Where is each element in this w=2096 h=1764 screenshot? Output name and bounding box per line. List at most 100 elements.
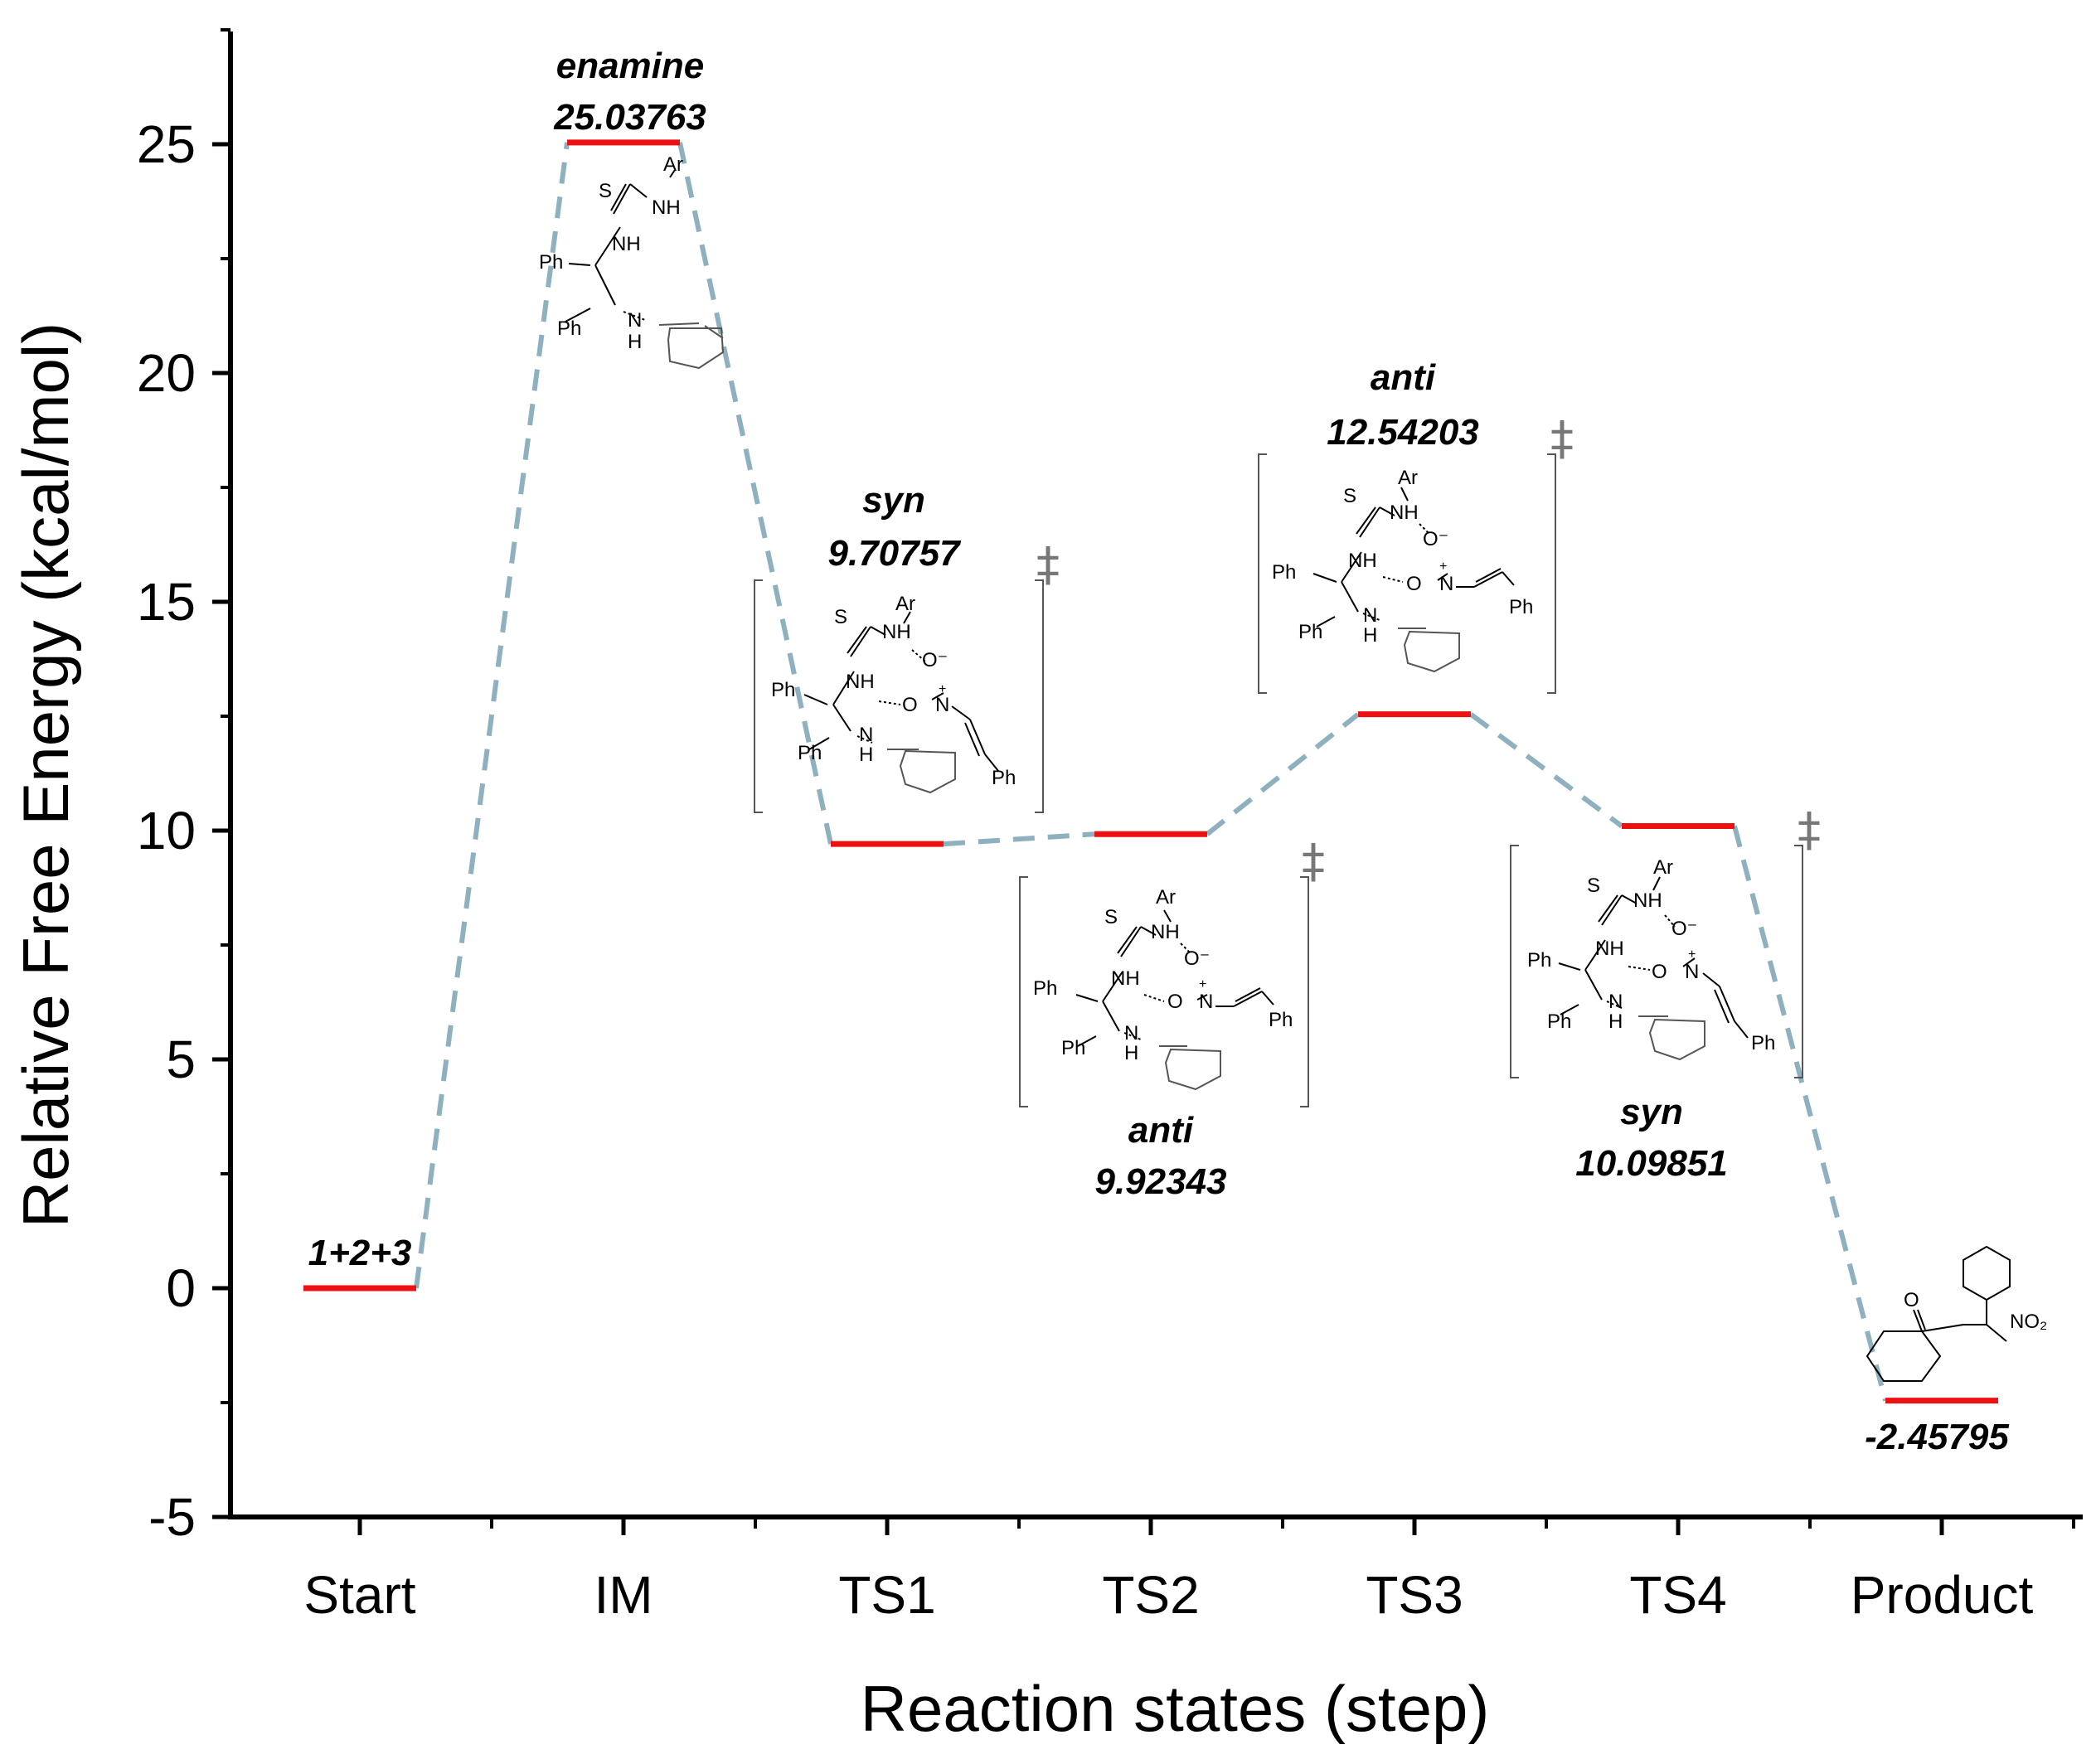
structure-im-labels: Ar NH S NH Ph Ph N H bbox=[539, 153, 683, 353]
svg-text:+: + bbox=[1688, 947, 1696, 962]
svg-text:S: S bbox=[599, 180, 612, 202]
structure-ts3-anti bbox=[1258, 453, 1556, 694]
svg-text:NH: NH bbox=[612, 233, 641, 255]
svg-text:O: O bbox=[1406, 573, 1422, 595]
svg-text:NH: NH bbox=[1348, 550, 1377, 572]
svg-text:H: H bbox=[859, 744, 873, 766]
annotation-ts1-value: 9.70757 bbox=[827, 533, 962, 574]
y-tick-label: 0 bbox=[166, 1258, 196, 1318]
connector-ts3-ts4 bbox=[1469, 712, 1623, 828]
svg-text:Ph: Ph bbox=[1272, 561, 1296, 584]
svg-text:Ph: Ph bbox=[1751, 1032, 1775, 1054]
svg-text:Ar: Ar bbox=[1398, 467, 1418, 489]
structure-ts1-syn bbox=[754, 579, 1044, 813]
x-tick-label-start: Start bbox=[303, 1565, 415, 1625]
svg-text:Ar: Ar bbox=[1653, 856, 1673, 879]
y-ticks: -5 0 5 10 15 20 25 bbox=[137, 28, 230, 1547]
svg-text:O⁻: O⁻ bbox=[1184, 947, 1210, 970]
connector-ts2-ts3 bbox=[1206, 712, 1360, 836]
structure-ts4-syn bbox=[1510, 845, 1803, 1078]
connector-ts4-product bbox=[1732, 825, 1888, 1402]
x-ticks: Start IM TS1 TS2 TS3 TS4 Product bbox=[303, 1517, 2075, 1625]
structure-im-enamine bbox=[565, 169, 725, 370]
annotation-ts2-label: anti bbox=[1128, 1110, 1194, 1151]
svg-text:+: + bbox=[939, 682, 946, 696]
svg-text:Ph: Ph bbox=[798, 742, 822, 764]
svg-text:NH: NH bbox=[882, 621, 911, 643]
annotation-im-label: enamine bbox=[556, 46, 705, 86]
annotation-ts4-label: syn bbox=[1620, 1092, 1683, 1132]
svg-text:N: N bbox=[1608, 991, 1623, 1013]
svg-text:Ph: Ph bbox=[771, 679, 795, 701]
svg-text:NH: NH bbox=[1633, 889, 1662, 912]
annotation-ts4-value: 10.09851 bbox=[1575, 1143, 1728, 1184]
svg-text:O⁻: O⁻ bbox=[1423, 528, 1448, 550]
annotation-ts1-label: syn bbox=[862, 480, 925, 521]
x-tick-label-ts2: TS2 bbox=[1102, 1565, 1199, 1625]
y-tick-label: 20 bbox=[137, 343, 196, 403]
x-tick-label-im: IM bbox=[594, 1565, 653, 1625]
svg-text:O: O bbox=[1904, 1289, 1919, 1311]
svg-text:NH: NH bbox=[652, 196, 681, 219]
svg-text:N: N bbox=[859, 724, 873, 746]
svg-text:N: N bbox=[1199, 991, 1213, 1013]
connector-start-im bbox=[414, 142, 570, 1289]
annotation-ts3-value: 12.54203 bbox=[1327, 412, 1479, 453]
structure-product-labels: O NO₂ bbox=[1904, 1289, 2047, 1333]
connector-lines bbox=[414, 142, 1888, 1402]
svg-text:H: H bbox=[1124, 1042, 1138, 1064]
svg-text:S: S bbox=[1343, 485, 1356, 507]
svg-text:Ph: Ph bbox=[1269, 1009, 1293, 1031]
x-tick-label-ts1: TS1 bbox=[838, 1565, 935, 1625]
svg-text:Ph: Ph bbox=[1547, 1010, 1571, 1033]
svg-text:NH: NH bbox=[846, 671, 875, 693]
svg-text:H: H bbox=[1363, 624, 1377, 647]
svg-text:N: N bbox=[935, 694, 949, 716]
structure-ts3-labels: Ar NH S NH Ph Ph N H O⁻ O N + Ph ‡ bbox=[1272, 412, 1574, 647]
y-tick-label: 5 bbox=[166, 1030, 196, 1089]
annotation-im-value: 25.03763 bbox=[553, 97, 706, 138]
x-tick-label-ts3: TS3 bbox=[1366, 1565, 1463, 1625]
ts2-dagger: ‡ bbox=[1302, 835, 1325, 889]
structure-ts1-labels: Ar NH S NH Ph Ph N H O⁻ O N + Ph ‡ bbox=[771, 538, 1060, 789]
annotation-product-value: -2.45795 bbox=[1865, 1417, 2009, 1457]
svg-text:H: H bbox=[628, 331, 642, 353]
svg-text:O: O bbox=[1652, 961, 1667, 983]
x-axis-label: Reaction states (step) bbox=[861, 1672, 1490, 1745]
connector-im-ts1 bbox=[677, 142, 833, 845]
x-tick-label-product: Product bbox=[1851, 1565, 2034, 1625]
svg-text:Ar: Ar bbox=[663, 153, 683, 176]
y-tick-label: 10 bbox=[137, 801, 196, 860]
svg-text:O⁻: O⁻ bbox=[922, 649, 948, 671]
svg-text:N: N bbox=[1124, 1022, 1138, 1044]
svg-text:N: N bbox=[1439, 573, 1453, 595]
structure-ts2-anti bbox=[1019, 876, 1309, 1107]
svg-text:+: + bbox=[1439, 560, 1447, 574]
annotation-ts3-label: anti bbox=[1371, 357, 1436, 398]
svg-text:Ph: Ph bbox=[539, 251, 563, 274]
svg-text:Ar: Ar bbox=[1156, 886, 1176, 909]
svg-text:Ph: Ph bbox=[1527, 949, 1551, 972]
structure-product bbox=[1866, 1245, 2011, 1382]
svg-text:N: N bbox=[628, 309, 642, 332]
y-tick-label: 15 bbox=[137, 572, 196, 632]
svg-text:NO₂: NO₂ bbox=[2010, 1311, 2047, 1333]
ts1-dagger: ‡ bbox=[1036, 538, 1060, 592]
svg-text:N: N bbox=[1685, 961, 1699, 983]
y-axis-label: Relative Free Energy (kcal/mol) bbox=[9, 322, 82, 1228]
ts3-dagger: ‡ bbox=[1550, 412, 1574, 466]
svg-text:Ph: Ph bbox=[992, 767, 1016, 789]
structure-ts2-labels: Ar NH S NH Ph Ph N H O⁻ O N + Ph ‡ bbox=[1033, 835, 1325, 1064]
annotation-ts2-value: 9.92343 bbox=[1094, 1161, 1226, 1202]
svg-text:N: N bbox=[1363, 604, 1377, 627]
svg-text:S: S bbox=[834, 606, 847, 628]
connector-ts1-ts2 bbox=[943, 831, 1095, 847]
svg-text:H: H bbox=[1608, 1010, 1623, 1033]
svg-text:Ph: Ph bbox=[1061, 1037, 1085, 1059]
y-tick-label: 25 bbox=[137, 114, 196, 174]
svg-text:Ph: Ph bbox=[557, 317, 581, 340]
x-tick-label-ts4: TS4 bbox=[1629, 1565, 1726, 1625]
svg-text:O: O bbox=[1167, 991, 1183, 1013]
svg-text:Ph: Ph bbox=[1033, 977, 1057, 1000]
